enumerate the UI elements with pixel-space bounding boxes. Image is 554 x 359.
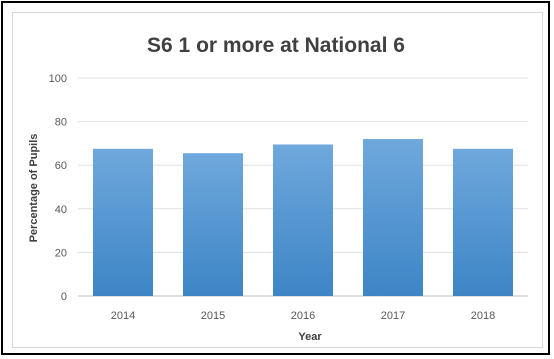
y-tick-labels: 0 20 40 60 80 100	[49, 73, 67, 303]
chart-area	[12, 12, 543, 348]
x-tick-labels: 2014 2015 2016 2017 2018	[111, 310, 495, 322]
y-tick-label: 60	[55, 160, 67, 172]
x-tick-label: 2014	[111, 310, 135, 322]
x-tick-label: 2016	[291, 310, 315, 322]
y-tick-label: 100	[49, 73, 67, 85]
bar-2014	[93, 148, 153, 296]
bar-2017	[363, 139, 423, 296]
x-tick-label: 2015	[201, 310, 225, 322]
bar-2018	[453, 148, 513, 296]
chart-title: S6 1 or more at National 6	[147, 34, 405, 57]
bar-2016	[273, 144, 333, 296]
y-tick-label: 0	[61, 291, 67, 303]
x-tick-label: 2018	[471, 310, 495, 322]
bars	[93, 139, 513, 296]
bar-2015	[183, 153, 243, 296]
y-tick-label: 40	[55, 204, 67, 216]
x-axis-label: Year	[298, 331, 322, 343]
y-axis-label: Percentage of Pupils	[28, 134, 40, 243]
y-tick-label: 20	[55, 247, 67, 259]
y-tick-label: 80	[55, 117, 67, 129]
x-tick-label: 2017	[381, 310, 405, 322]
